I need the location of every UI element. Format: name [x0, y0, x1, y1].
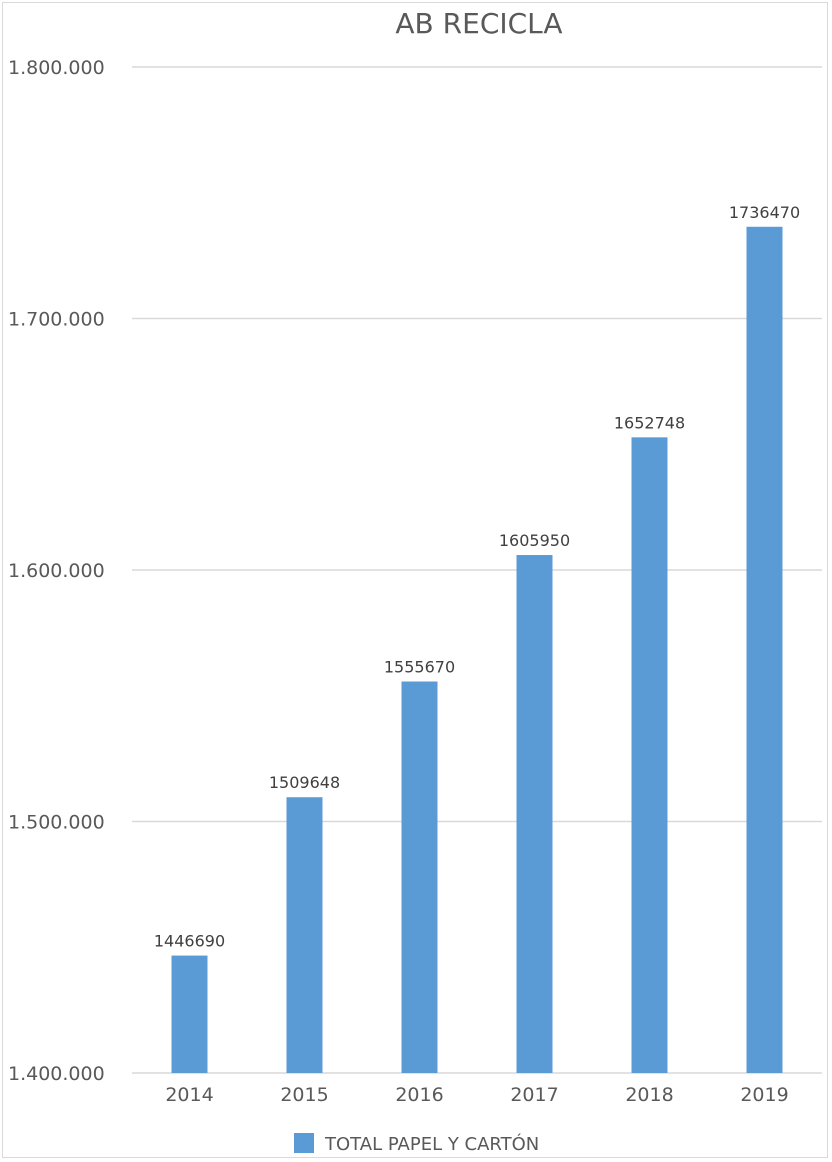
bar: [516, 555, 553, 1073]
x-tick-label: 2017: [510, 1084, 558, 1106]
legend-label: TOTAL PAPEL Y CARTÓN: [324, 1133, 539, 1155]
y-tick-label: 1.800.000: [8, 57, 105, 79]
bar: [631, 437, 668, 1074]
bars: [171, 226, 783, 1074]
x-axis-ticks: 2014 2015 2016 2017 2018 2019: [165, 1084, 788, 1106]
y-tick-label: 1.500.000: [8, 812, 105, 834]
x-tick-label: 2015: [280, 1084, 328, 1106]
legend: TOTAL PAPEL Y CARTÓN: [294, 1133, 539, 1155]
data-label: 1736470: [729, 203, 800, 222]
chart-title: AB RECICLA: [395, 7, 562, 40]
bar: [401, 681, 438, 1073]
data-label: 1652748: [614, 413, 685, 432]
data-label: 1446690: [154, 932, 225, 951]
x-tick-label: 2018: [625, 1084, 673, 1106]
x-tick-label: 2016: [395, 1084, 443, 1106]
gridlines: [132, 66, 822, 1074]
bar: [171, 955, 208, 1073]
bar: [746, 226, 783, 1073]
x-tick-label: 2014: [165, 1084, 213, 1106]
x-tick-label: 2019: [740, 1084, 788, 1106]
y-axis-ticks: 1.400.000 1.500.000 1.600.000 1.700.000 1.80…: [8, 57, 105, 1085]
y-tick-label: 1.400.000: [8, 1063, 105, 1085]
data-label: 1555670: [384, 657, 455, 676]
data-labels: 1446690 1509648 1555670 1605950 1652748 17364…: [154, 203, 800, 951]
y-tick-label: 1.600.000: [8, 560, 105, 582]
data-label: 1509648: [269, 773, 340, 792]
y-tick-label: 1.700.000: [8, 309, 105, 331]
bar: [286, 797, 323, 1073]
data-label: 1605950: [499, 531, 570, 550]
legend-swatch: [294, 1133, 314, 1153]
